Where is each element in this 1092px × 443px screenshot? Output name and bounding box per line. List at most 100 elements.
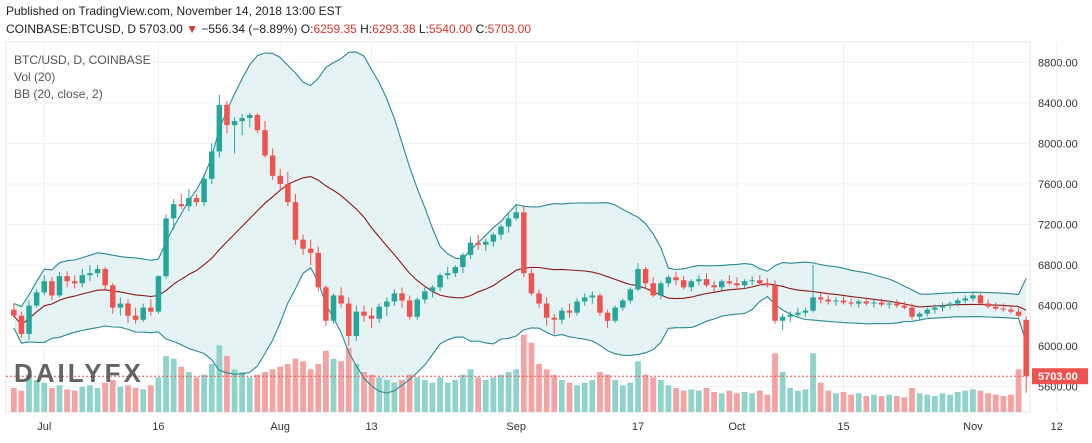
volume-bar xyxy=(840,392,847,412)
volume-bar xyxy=(939,393,946,412)
candle-body xyxy=(993,306,999,309)
y-tick-label: 8800.00 xyxy=(1038,57,1078,69)
candle-body xyxy=(79,275,86,284)
candle-body xyxy=(932,307,938,310)
volume-bar xyxy=(315,364,322,412)
volume-bar xyxy=(909,388,915,412)
y-tick-label: 6000.00 xyxy=(1038,341,1078,353)
volume-bar xyxy=(703,388,710,412)
candle-body xyxy=(886,303,892,305)
volume-bar xyxy=(741,392,748,412)
candle-body xyxy=(665,277,672,284)
volume-bar xyxy=(513,369,520,412)
candle-body xyxy=(741,281,748,286)
symbol-ohlc-bar: COINBASE:BTCUSD, D 5703.00 ▼ −556.34 (−8… xyxy=(6,22,531,36)
candle-body xyxy=(581,297,588,302)
candle-body xyxy=(285,183,291,203)
y-tick-label: 6800.00 xyxy=(1038,260,1078,272)
volume-bar xyxy=(376,377,383,412)
candle-body xyxy=(315,252,322,288)
published-on: Published on TradingView.com, November 1… xyxy=(6,4,342,18)
volume-bar xyxy=(528,342,535,412)
candle-body xyxy=(954,300,961,304)
candle-body xyxy=(871,302,877,304)
volume-bar xyxy=(109,380,116,412)
volume-bar xyxy=(383,380,390,412)
candle-body xyxy=(384,301,390,307)
candle-body xyxy=(391,293,398,302)
volume-bar xyxy=(520,334,527,412)
candle-body xyxy=(178,204,185,207)
volume-bar xyxy=(604,374,611,412)
volume-bar xyxy=(871,394,877,412)
candle-body xyxy=(680,280,687,288)
candle-body xyxy=(939,305,946,308)
candle-body xyxy=(140,307,146,320)
candle-body xyxy=(444,273,451,276)
y-tick-label: 8000.00 xyxy=(1038,138,1078,150)
candle-body xyxy=(208,151,215,179)
candle-body xyxy=(117,303,124,308)
last-price: 5703.00 xyxy=(139,22,183,36)
candle-body xyxy=(878,302,885,305)
volume-bar xyxy=(155,377,162,412)
volume-bar xyxy=(855,393,862,412)
candle-body xyxy=(985,303,991,307)
volume-bar xyxy=(437,377,443,412)
volume-bar xyxy=(551,374,558,412)
candle-body xyxy=(399,293,405,301)
volume-bar xyxy=(224,356,230,412)
candle-body xyxy=(848,302,854,304)
candle-body xyxy=(604,312,611,321)
volume-bar xyxy=(26,374,32,412)
volume-bar xyxy=(566,382,573,412)
volume-bar xyxy=(18,390,25,412)
candle-body xyxy=(490,234,497,242)
candle-body xyxy=(216,104,223,152)
candle-body xyxy=(338,295,344,304)
high-value: 6293.38 xyxy=(372,22,416,36)
volume-bar xyxy=(711,392,717,412)
candle-body xyxy=(574,301,580,313)
candle-body xyxy=(125,303,131,316)
candle-body xyxy=(612,307,618,321)
volume-bar xyxy=(505,372,512,412)
close-label: C: xyxy=(475,22,488,36)
candle-body xyxy=(505,218,512,227)
last-price-tag xyxy=(1032,368,1088,385)
volume-bar xyxy=(756,390,763,412)
volume-bar xyxy=(970,389,976,412)
candle-body xyxy=(277,175,283,184)
candle-body xyxy=(650,283,656,296)
candle-body xyxy=(528,273,535,294)
candle-body xyxy=(368,315,375,319)
volume-bar xyxy=(848,394,855,412)
volume-bar xyxy=(992,394,999,412)
candle-body xyxy=(239,118,245,122)
volume-bar xyxy=(931,396,938,412)
volume-bar xyxy=(581,382,588,412)
candle-body xyxy=(757,280,763,284)
volume-bar xyxy=(543,369,550,412)
volume-bar xyxy=(399,380,405,412)
candle-body xyxy=(635,269,641,290)
volume-bar xyxy=(680,390,687,412)
x-tick-label: Sep xyxy=(506,421,526,433)
candle-body xyxy=(422,291,428,300)
y-tick-label: 7200.00 xyxy=(1038,219,1078,231)
low-label: L: xyxy=(418,22,429,36)
candle-body xyxy=(429,287,436,292)
bb-lower-line xyxy=(13,266,1027,394)
volume-bar xyxy=(833,393,839,412)
candle-body xyxy=(1023,319,1029,377)
candle-body xyxy=(361,311,367,316)
volume-bar xyxy=(353,364,360,412)
candle-body xyxy=(155,276,162,312)
candle-body xyxy=(56,276,63,296)
volume-bar xyxy=(368,374,375,412)
volume-bar xyxy=(589,380,596,412)
volume-bar xyxy=(558,380,565,412)
volume-bar xyxy=(642,374,649,412)
volume-bar xyxy=(749,393,756,412)
